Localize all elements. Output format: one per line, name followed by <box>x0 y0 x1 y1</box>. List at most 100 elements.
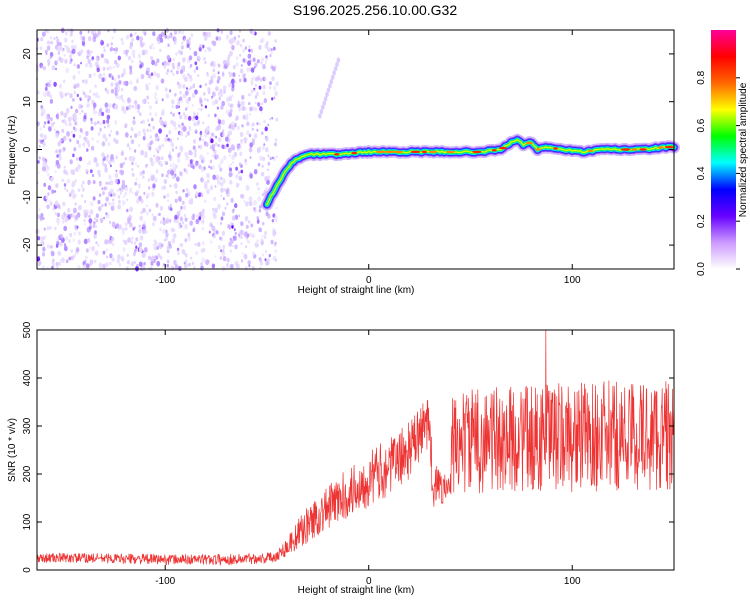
noise-speck <box>102 66 106 71</box>
noise-speck <box>116 89 120 93</box>
noise-speck <box>72 75 76 80</box>
noise-speck <box>107 142 111 147</box>
noise-speck <box>163 238 166 242</box>
noise-speck <box>149 45 153 50</box>
noise-speck <box>131 37 134 42</box>
noise-speck <box>270 48 273 52</box>
noise-speck <box>37 160 40 164</box>
noise-speck <box>243 137 247 142</box>
noise-speck <box>134 191 139 197</box>
noise-speck <box>199 131 203 136</box>
noise-speck <box>194 89 198 95</box>
noise-speck <box>194 61 198 66</box>
noise-speck <box>203 181 208 186</box>
noise-speck <box>42 216 45 220</box>
noise-speck <box>219 256 223 260</box>
noise-speck <box>41 265 46 271</box>
noise-speck <box>255 91 259 97</box>
noise-speck <box>178 111 181 115</box>
noise-speck <box>106 108 111 114</box>
noise-speck <box>193 152 197 158</box>
noise-speck <box>177 83 182 89</box>
noise-speck <box>89 225 91 228</box>
noise-speck <box>253 207 256 211</box>
noise-speck <box>101 111 105 117</box>
noise-speck <box>201 241 205 246</box>
noise-speck <box>168 33 171 37</box>
noise-speck <box>143 132 147 137</box>
noise-speck <box>190 215 194 220</box>
noise-speck <box>159 205 164 211</box>
noise-speck <box>99 217 104 224</box>
noise-speck <box>231 145 236 151</box>
noise-speck <box>222 256 227 262</box>
noise-speck <box>55 261 59 267</box>
noise-speck <box>54 226 57 231</box>
noise-speck <box>142 128 146 133</box>
noise-speck <box>89 209 94 215</box>
noise-speck <box>239 139 244 145</box>
noise-speck <box>69 93 73 99</box>
noise-speck <box>129 222 133 228</box>
noise-speck <box>55 183 59 188</box>
noise-speck <box>165 134 168 138</box>
noise-speck <box>249 173 253 179</box>
noise-speck <box>123 100 126 104</box>
noise-speck <box>77 143 82 149</box>
noise-speck <box>250 49 253 53</box>
noise-speck <box>56 212 61 218</box>
noise-speck <box>186 100 190 105</box>
noise-speck <box>162 185 167 190</box>
noise-speck <box>95 213 99 218</box>
noise-speck <box>263 77 267 81</box>
noise-speck <box>64 31 68 36</box>
noise-speck <box>182 57 186 63</box>
noise-speck <box>240 169 244 174</box>
noise-speck <box>111 36 114 40</box>
noise-speck <box>93 72 96 77</box>
noise-speck <box>225 189 229 195</box>
noise-speck <box>91 245 95 252</box>
noise-speck <box>136 79 139 84</box>
noise-speck <box>102 119 106 125</box>
noise-speck <box>92 102 97 108</box>
noise-speck <box>92 196 96 201</box>
noise-speck <box>189 162 194 168</box>
noise-speck <box>176 81 179 85</box>
noise-speck <box>257 187 260 191</box>
noise-speck <box>124 124 127 129</box>
noise-speck <box>104 167 108 173</box>
noise-speck <box>215 174 220 181</box>
noise-speck <box>244 231 248 237</box>
noise-speck <box>243 77 247 83</box>
noise-speck <box>110 236 115 242</box>
noise-speck <box>195 214 199 218</box>
noise-speck <box>147 73 152 79</box>
noise-speck <box>78 103 83 110</box>
noise-speck <box>228 72 233 78</box>
noise-speck <box>169 138 173 143</box>
noise-speck <box>133 149 137 153</box>
noise-speck <box>131 172 135 177</box>
noise-speck <box>156 98 158 102</box>
noise-speck <box>193 69 196 73</box>
noise-speck <box>86 162 89 166</box>
noise-speck <box>62 148 65 153</box>
noise-speck <box>202 219 205 224</box>
ridge-hotspot <box>553 147 558 150</box>
noise-speck <box>77 239 81 245</box>
noise-speck <box>76 157 79 161</box>
noise-speck <box>119 187 124 193</box>
noise-speck <box>86 248 89 253</box>
noise-speck <box>64 37 68 43</box>
noise-speck <box>72 133 76 138</box>
noise-speck <box>145 70 149 76</box>
noise-speck <box>134 104 138 110</box>
noise-speck <box>248 133 252 138</box>
noise-speck <box>97 95 101 99</box>
noise-speck <box>166 249 170 254</box>
noise-speck <box>166 245 170 250</box>
noise-speck <box>213 196 217 202</box>
noise-speck <box>267 31 272 36</box>
noise-speck <box>209 222 213 228</box>
